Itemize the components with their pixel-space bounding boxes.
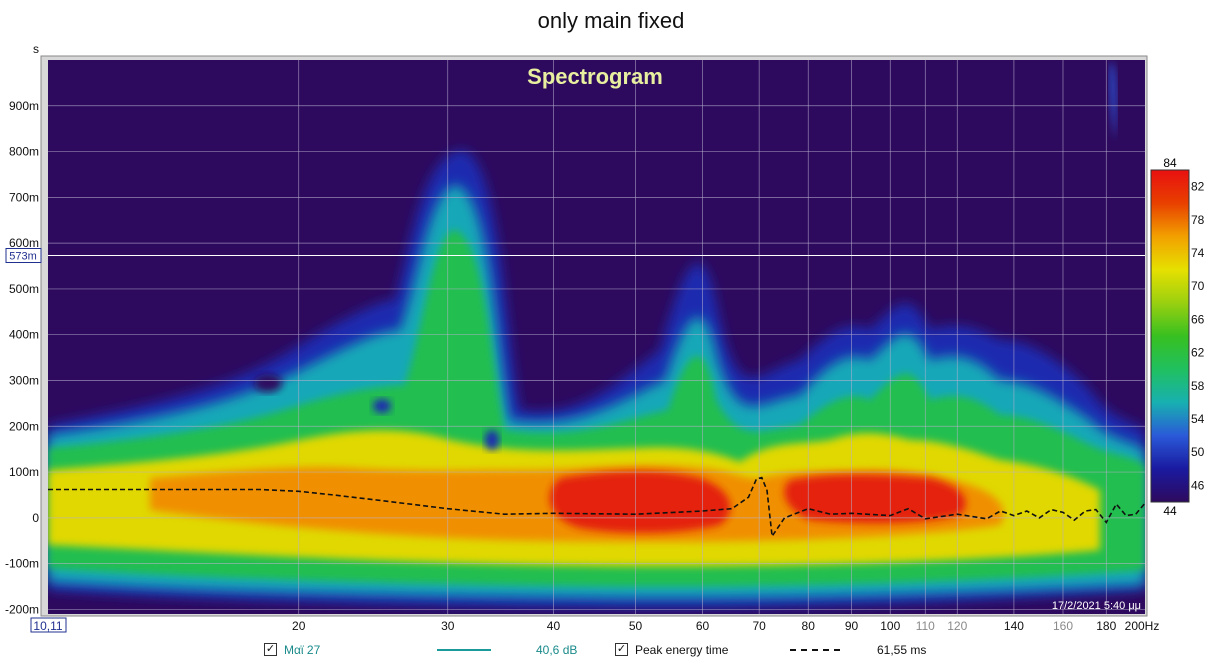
x-axis-ticks: 20 30 40 50 60 70 80 90 100 110 120 140 160 180 200Hz <box>292 619 1159 633</box>
y-tick-label: 0 <box>32 511 39 525</box>
x-start-text: 10,11 <box>33 619 62 633</box>
series1-checkbox[interactable]: ✓ <box>264 643 277 656</box>
energy-band-82db <box>549 471 966 533</box>
y-tick-label: 200m <box>9 419 39 433</box>
colorbar-tick-label: 66 <box>1191 312 1205 326</box>
page-title: only main fixed <box>537 8 685 33</box>
cursor-label-text: 573m <box>9 251 37 263</box>
x-start-label[interactable]: 10,11 <box>30 617 67 633</box>
series1-swatch <box>437 649 491 651</box>
series2-checkbox[interactable]: ✓ <box>615 643 628 656</box>
x-tick-label: 180 <box>1096 619 1116 633</box>
y-axis-ticks: 900m 800m 700m 600m 500m 400m 300m 200m 100m 0 -10… <box>5 99 39 617</box>
x-tick-label: 80 <box>802 619 816 633</box>
series2-label[interactable]: Peak energy time <box>635 643 729 657</box>
series2-value: 61,55 ms <box>877 643 927 657</box>
legend: ✓ Μαϊ 27 40,6 dB ✓ Peak energy time 61,5… <box>0 640 1222 664</box>
colorbar-tick-label: 50 <box>1191 445 1205 459</box>
chart-title: Spectrogram <box>527 64 663 89</box>
colorbar-tick-label: 82 <box>1191 180 1205 194</box>
energy-streak <box>1109 62 1117 140</box>
colorbar-fill <box>1150 169 1190 503</box>
colorbar-ticks: 82 78 74 70 66 62 58 54 50 46 <box>1191 180 1205 493</box>
grid-lines <box>48 60 1145 614</box>
y-tick-label: 400m <box>9 328 39 342</box>
y-tick-label: 600m <box>9 236 39 250</box>
energy-gap <box>485 430 499 450</box>
energy-gap <box>254 374 282 392</box>
colorbar-tick-label: 62 <box>1191 346 1205 360</box>
colorbar-tick-label: 78 <box>1191 213 1205 227</box>
x-tick-label: 110 <box>916 619 935 633</box>
series2-swatch <box>790 649 840 651</box>
spectrogram-chart[interactable]: Spectrogram 17/2/2021 5:40 μμ 900m 800m 70… <box>0 0 1222 640</box>
series1-value: 40,6 dB <box>536 643 578 657</box>
colorbar: 84 44 82 78 74 70 66 62 58 54 50 46 <box>1150 156 1205 518</box>
y-tick-label: 300m <box>9 373 39 387</box>
colorbar-min-label: 44 <box>1163 504 1177 518</box>
x-tick-label: 90 <box>845 619 859 633</box>
x-tick-label: 200Hz <box>1125 619 1160 633</box>
y-tick-label: -100m <box>5 557 39 571</box>
x-start-box <box>30 617 67 633</box>
x-tick-label: 120 <box>947 619 967 633</box>
x-tick-label: 40 <box>547 619 561 633</box>
y-tick-label: 500m <box>9 282 39 296</box>
cursor-label-box <box>5 248 42 264</box>
y-tick-label: 900m <box>9 99 39 113</box>
x-tick-label: 30 <box>441 619 455 633</box>
colorbar-tick-label: 58 <box>1191 379 1205 393</box>
energy-gap <box>373 399 391 413</box>
y-tick-label: -200m <box>5 602 39 616</box>
x-tick-label: 20 <box>292 619 306 633</box>
colorbar-tick-label: 54 <box>1191 412 1205 426</box>
y-axis-unit: s <box>33 42 39 56</box>
series1-label[interactable]: Μαϊ 27 <box>284 643 321 657</box>
x-tick-label: 60 <box>696 619 710 633</box>
y-tick-label: 800m <box>9 145 39 159</box>
colorbar-tick-label: 46 <box>1191 478 1205 492</box>
x-tick-label: 140 <box>1004 619 1024 633</box>
y-tick-label: 100m <box>9 465 39 479</box>
cursor-value-label[interactable]: 573m <box>5 248 42 264</box>
colorbar-tick-label: 74 <box>1191 246 1205 260</box>
colorbar-tick-label: 70 <box>1191 279 1205 293</box>
x-tick-label: 100 <box>880 619 900 633</box>
timestamp: 17/2/2021 5:40 μμ <box>1052 600 1141 612</box>
y-tick-label: 700m <box>9 190 39 204</box>
x-tick-label: 160 <box>1053 619 1073 633</box>
x-tick-label: 50 <box>629 619 643 633</box>
colorbar-max-label: 84 <box>1163 156 1177 170</box>
x-tick-label: 70 <box>752 619 766 633</box>
